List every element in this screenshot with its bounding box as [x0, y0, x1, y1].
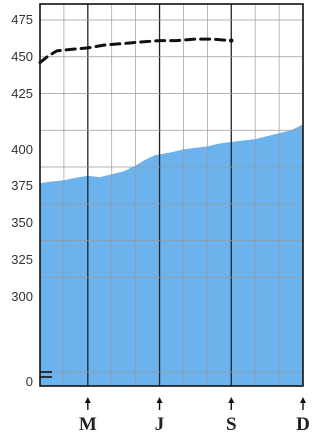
x-tick-label: S [226, 414, 237, 435]
x-tick-arrow [228, 397, 235, 403]
area-series [40, 124, 303, 387]
y-tick-label: 300 [11, 289, 33, 304]
line-end-point [229, 38, 234, 43]
x-tick-label: D [296, 414, 310, 435]
y-tick-label: 425 [11, 86, 33, 101]
x-tick-arrow [156, 397, 163, 403]
axis-break [40, 371, 52, 378]
line-layer [38, 37, 234, 65]
plot-frame [39, 3, 304, 387]
dashed-line-series [38, 37, 233, 65]
y-tick-label: 350 [11, 215, 33, 230]
x-tick-label: M [79, 414, 97, 435]
grid-layer [40, 4, 303, 386]
y-tick-label: 0 [26, 374, 33, 389]
y-tick-label: 450 [11, 49, 33, 64]
x-tick-label: J [155, 414, 165, 435]
area-layer [40, 124, 303, 387]
y-axis-ticks: 475 450 425 400 375 350 325 300 0 [11, 12, 33, 389]
x-tick-arrow [300, 397, 306, 403]
y-tick-label: 475 [11, 12, 33, 27]
y-tick-label: 400 [11, 142, 33, 157]
y-tick-label: 325 [11, 252, 33, 267]
x-tick-arrow [84, 397, 91, 403]
y-tick-label: 375 [11, 178, 33, 193]
